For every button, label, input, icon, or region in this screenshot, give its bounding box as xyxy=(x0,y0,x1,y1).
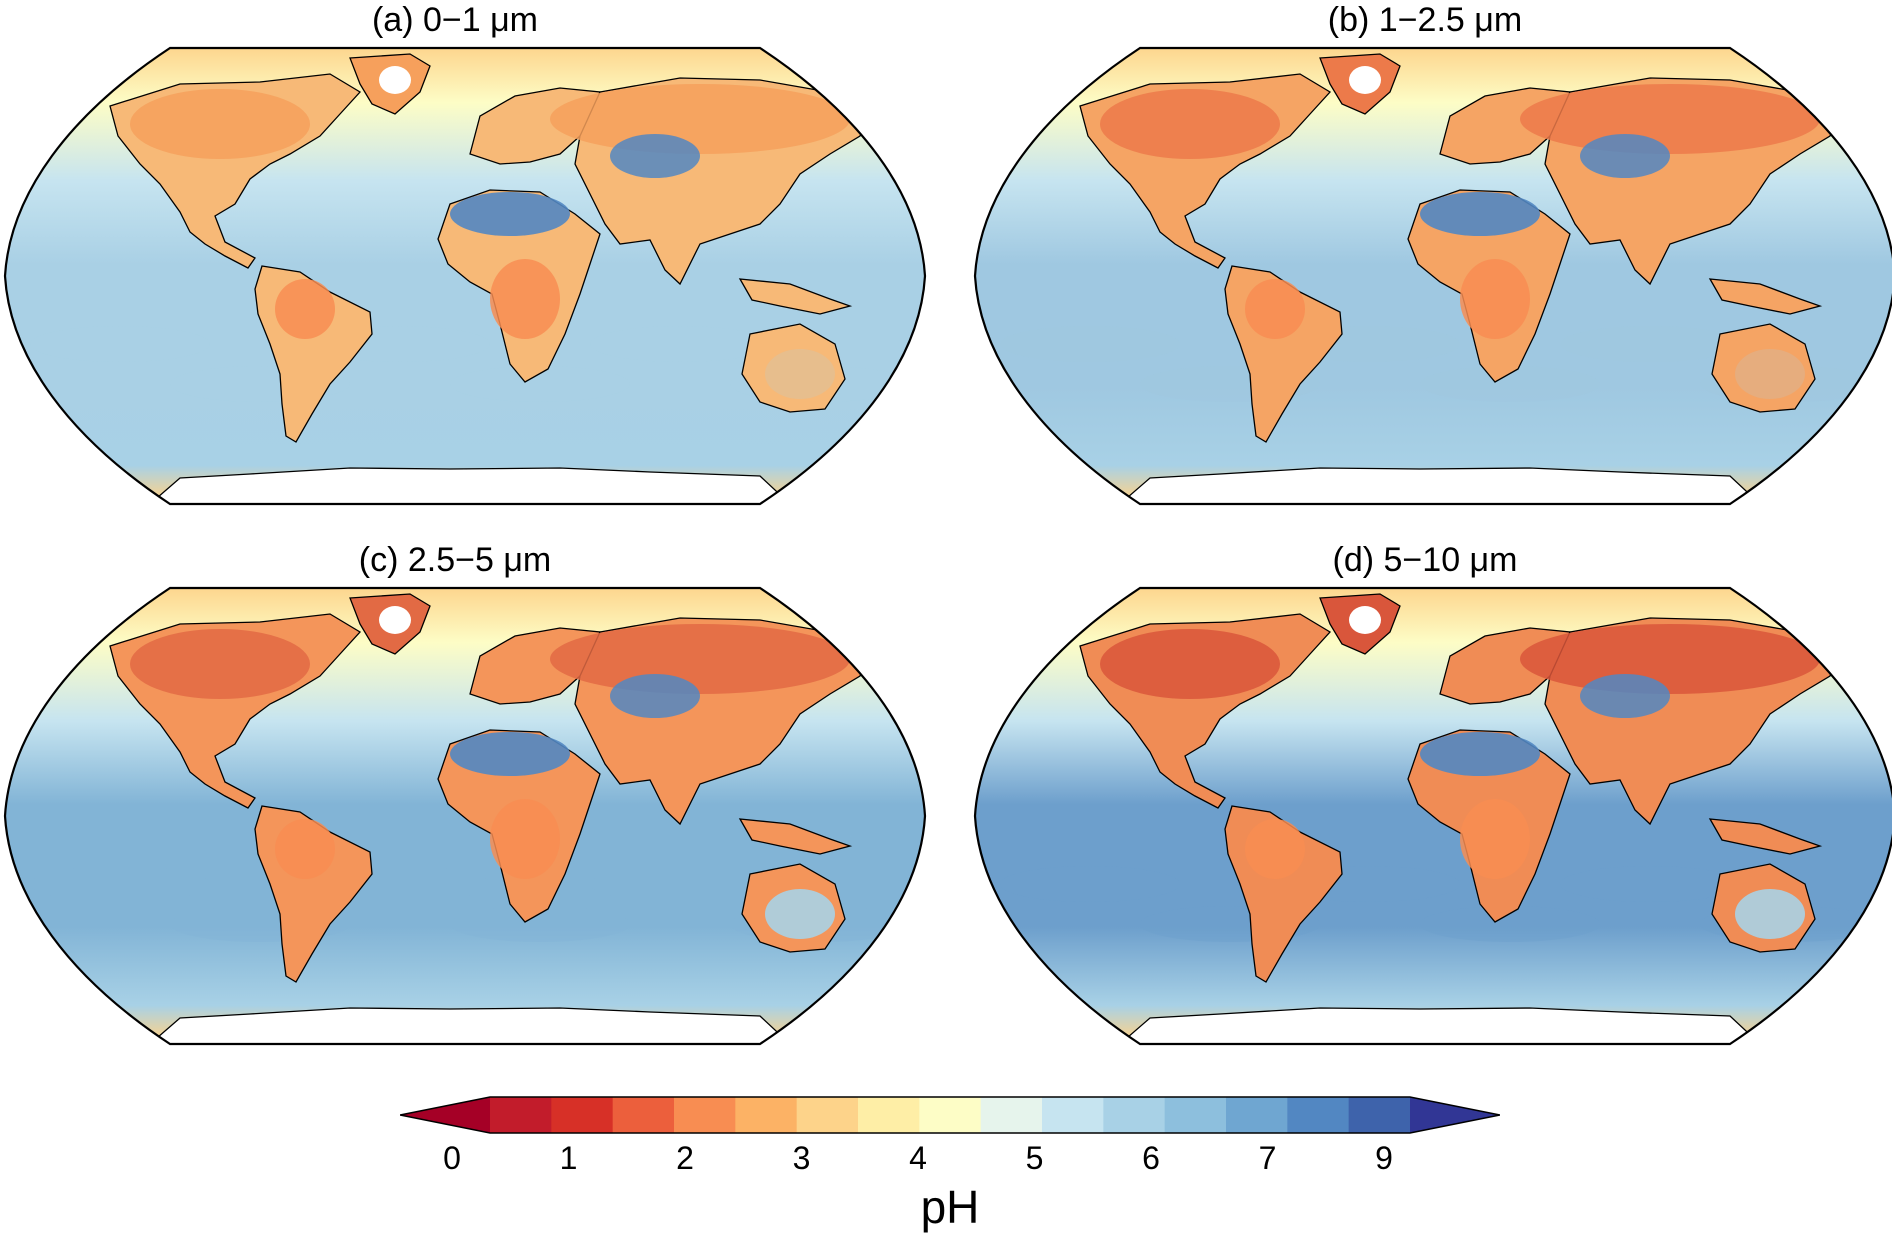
colorbar-tick-label: 0 xyxy=(443,1140,461,1176)
continent-indonesia xyxy=(1708,818,1823,855)
colorbar: 0 1 2 3 4 5 6 7 9 pH xyxy=(399,1095,1501,1245)
colorbar-swatch xyxy=(1226,1097,1288,1133)
colorbar-tick-label: 9 xyxy=(1375,1140,1393,1176)
colorbar-swatch xyxy=(919,1097,982,1133)
panel-title-b: (b) 1−2.5 μm xyxy=(1327,1,1523,39)
colorbar-swatch xyxy=(980,1097,1043,1133)
colorbar-title: pH xyxy=(920,1181,980,1233)
colorbar-swatch xyxy=(1348,1097,1411,1133)
continent-australia xyxy=(741,323,846,413)
colorbar-tick-label: 2 xyxy=(676,1140,694,1176)
colorbar-swatch xyxy=(551,1097,614,1133)
continent-indonesia xyxy=(738,278,853,315)
colorbar-extend-low xyxy=(400,1097,490,1133)
colorbar-swatch xyxy=(1103,1097,1166,1133)
colorbar-swatch xyxy=(1164,1097,1227,1133)
world-map-c xyxy=(3,586,927,1046)
world-map-a xyxy=(3,46,927,506)
colorbar-swatch xyxy=(796,1097,859,1133)
map-panel-d: (d) 5−10 μm xyxy=(970,540,1892,1046)
map-panel-a: (a) 0−1 μm xyxy=(0,0,927,506)
colorbar-extend-high xyxy=(1410,1097,1500,1133)
continent-indonesia xyxy=(1708,278,1823,315)
world-map-d xyxy=(973,586,1892,1046)
colorbar-svg xyxy=(399,1096,1501,1134)
colorbar-tick-label: 1 xyxy=(559,1140,578,1176)
panel-title-a: (a) 0−1 μm xyxy=(371,1,539,39)
colorbar-swatch xyxy=(490,1097,552,1133)
world-map-b xyxy=(973,46,1892,506)
colorbar-tick-label: 3 xyxy=(792,1140,811,1176)
map-panel-c: (c) 2.5−5 μm xyxy=(0,540,927,1046)
colorbar-swatch xyxy=(1042,1097,1104,1133)
colorbar-tick-label: 5 xyxy=(1025,1140,1044,1176)
colorbar-tick-label: 7 xyxy=(1258,1140,1277,1176)
continent-australia xyxy=(1711,323,1816,413)
panel-title-d: (d) 5−10 μm xyxy=(1332,541,1518,579)
colorbar-tick-label: 6 xyxy=(1142,1140,1160,1176)
colorbar-swatch xyxy=(735,1097,798,1133)
map-panel-b: (b) 1−2.5 μm xyxy=(970,0,1892,506)
colorbar-swatch xyxy=(858,1097,920,1133)
colorbar-swatch xyxy=(1287,1097,1350,1133)
panel-title-c: (c) 2.5−5 μm xyxy=(358,541,552,579)
continent-indonesia xyxy=(738,818,853,855)
colorbar-swatch xyxy=(612,1097,675,1133)
colorbar-swatch xyxy=(674,1097,736,1133)
colorbar-tick-label: 4 xyxy=(909,1140,927,1176)
